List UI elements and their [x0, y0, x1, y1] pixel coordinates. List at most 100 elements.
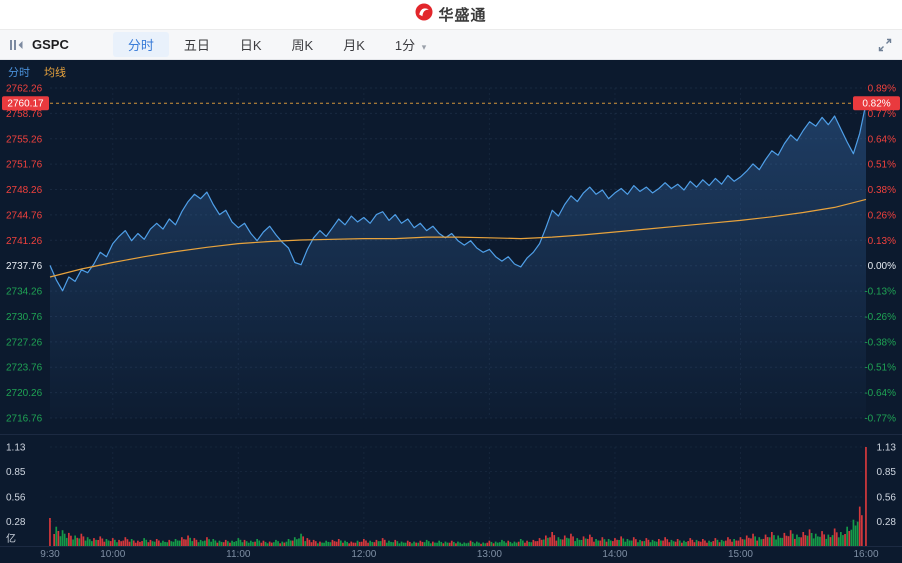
volume-bar — [312, 539, 315, 546]
volume-bar — [848, 531, 851, 546]
volume-bar — [421, 541, 424, 546]
volume-bar — [103, 541, 106, 546]
volume-bar — [254, 541, 256, 546]
volume-axis-label: 0.56 — [6, 492, 26, 503]
volume-bar — [93, 538, 95, 546]
volume-bar — [191, 541, 194, 546]
fullscreen-icon[interactable] — [878, 38, 892, 52]
volume-bar — [789, 530, 792, 546]
volume-bar — [275, 539, 277, 546]
volume-axis-label: 0.85 — [877, 467, 897, 478]
minute-chart-canvas[interactable]: 2762.26 2758.76 2755.26 2751.76 2748.26 2744.… — [0, 60, 902, 563]
volume-bar — [768, 537, 771, 546]
volume-bar — [406, 540, 409, 546]
volume-bar — [298, 538, 300, 546]
volume-bar — [383, 539, 386, 546]
volume-bar — [317, 543, 319, 546]
volume-bar — [854, 525, 857, 546]
time-axis-label: 13:00 — [477, 549, 502, 560]
volume-bar — [666, 539, 669, 546]
volume-bar — [231, 540, 233, 546]
volume-bar — [126, 539, 129, 546]
volume-bar — [116, 542, 118, 546]
volume-bar — [632, 537, 635, 546]
volume-axis-label: 0.28 — [877, 517, 897, 528]
chevron-down-icon: ▾ — [421, 42, 427, 52]
volume-bar — [212, 539, 215, 546]
volume-bar — [492, 543, 495, 546]
volume-bar — [831, 535, 834, 546]
volume-bar — [572, 536, 574, 546]
volume-bar — [522, 540, 524, 546]
volume-bar — [329, 542, 332, 546]
volume-bar — [193, 538, 196, 546]
volume-bar — [748, 537, 750, 546]
volume-bar — [214, 540, 217, 546]
volume-bar — [758, 537, 761, 546]
volume-bar — [729, 539, 731, 546]
percent-axis-label: 0.38% — [868, 185, 896, 196]
collapse-panel-icon[interactable] — [10, 39, 23, 51]
volume-bar — [281, 541, 284, 546]
interval-dropdown[interactable]: 1分 ▾ — [380, 32, 441, 57]
volume-bar — [699, 541, 702, 546]
volume-bar — [725, 540, 727, 546]
volume-bar — [434, 542, 436, 546]
volume-bar — [166, 542, 168, 546]
price-axis-label: 2730.76 — [6, 312, 43, 323]
volume-bar — [114, 539, 116, 546]
volume-bar — [170, 541, 173, 546]
percent-axis-label: -0.64% — [864, 388, 896, 399]
volume-bar — [704, 540, 706, 546]
volume-bar — [181, 537, 183, 546]
volume-bar — [501, 539, 503, 546]
volume-bar — [128, 541, 131, 546]
volume-bar — [480, 543, 482, 546]
legend-average-line[interactable]: 均线 — [44, 67, 66, 79]
tab-5day[interactable]: 五日 — [183, 38, 210, 53]
volume-bar — [417, 542, 420, 546]
volume-bar — [837, 537, 840, 546]
volume-bar — [593, 541, 595, 546]
volume-bar — [61, 530, 64, 546]
volume-bar — [687, 541, 689, 546]
volume-bar — [335, 541, 338, 546]
volume-bar — [243, 539, 246, 546]
volume-bar — [450, 540, 453, 546]
volume-bar — [607, 539, 610, 546]
volume-bar — [764, 534, 767, 546]
volume-bar — [358, 541, 361, 546]
volume-bar — [528, 541, 530, 546]
volume-bar — [499, 542, 501, 546]
volume-bar — [821, 531, 823, 546]
percent-axis-label: -0.77% — [864, 414, 896, 425]
tab-daily-k[interactable]: 日K — [239, 38, 262, 53]
volume-bar — [641, 541, 643, 546]
legend-minute-line[interactable]: 分时 — [8, 67, 30, 79]
volume-bar — [321, 542, 323, 546]
volume-bar — [614, 538, 616, 546]
volume-bar — [208, 539, 210, 546]
tab-monthly-k[interactable]: 月K — [343, 38, 365, 53]
volume-bar — [662, 540, 664, 546]
volume-bar — [107, 540, 110, 546]
volume-bar — [630, 540, 633, 546]
volume-bar — [639, 539, 641, 546]
volume-bar — [356, 540, 359, 546]
volume-bar — [348, 543, 350, 546]
volume-bar — [337, 539, 340, 546]
tab-minute[interactable]: 分时 — [112, 32, 169, 57]
tab-weekly-k[interactable]: 周K — [291, 38, 314, 53]
volume-bar — [618, 540, 620, 546]
volume-bar — [697, 541, 700, 546]
volume-bar — [139, 541, 141, 546]
volume-bar — [350, 541, 353, 546]
logo-text: 华盛通 — [438, 7, 487, 24]
volume-bar — [649, 542, 652, 546]
volume-bar — [74, 535, 76, 546]
volume-bar — [582, 536, 585, 546]
time-axis-label: 16:00 — [853, 549, 878, 560]
volume-bar — [70, 535, 72, 546]
volume-bar — [653, 541, 656, 546]
volume-bar — [463, 542, 466, 546]
